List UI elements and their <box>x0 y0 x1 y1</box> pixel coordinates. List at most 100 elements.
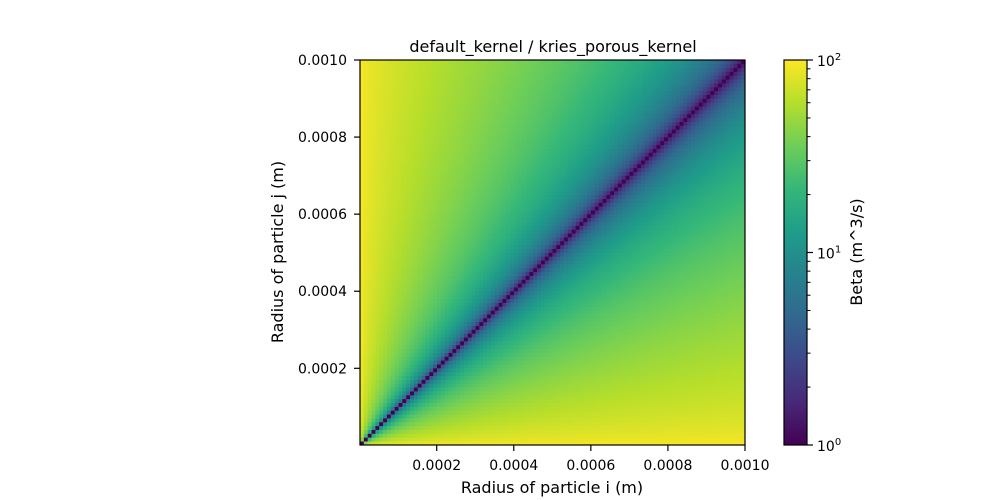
heatmap-cell <box>471 113 476 119</box>
heatmap-cell <box>402 375 407 380</box>
heatmap-cell <box>540 275 546 280</box>
heatmap-cell <box>433 391 438 396</box>
heatmap-cell <box>475 394 480 400</box>
heatmap-cell <box>444 187 449 192</box>
heatmap-cell <box>375 329 380 334</box>
heatmap-cell <box>463 240 469 246</box>
heatmap-cell <box>448 356 453 361</box>
heatmap-cell <box>417 237 422 242</box>
heatmap-cell <box>437 221 442 226</box>
heatmap-cell <box>548 83 553 88</box>
heatmap-cell <box>490 214 496 219</box>
heatmap-cell <box>490 167 496 172</box>
heatmap-cell <box>437 275 442 280</box>
heatmap-cell <box>367 317 372 323</box>
heatmap-cell <box>479 167 484 172</box>
heatmap-cell <box>514 160 519 165</box>
heatmap-cell <box>394 360 399 365</box>
heatmap-cell <box>360 67 365 72</box>
heatmap-cell <box>448 248 453 253</box>
heatmap-cell <box>529 190 534 196</box>
heatmap-cell <box>483 129 488 134</box>
heatmap-cell <box>479 98 484 103</box>
heatmap-cell <box>406 248 411 253</box>
heatmap-cell <box>413 402 419 407</box>
heatmap-cell <box>490 283 496 288</box>
heatmap-cell <box>440 98 446 103</box>
heatmap-cell <box>540 425 546 430</box>
heatmap-cell <box>360 233 365 238</box>
heatmap-cell <box>456 317 461 323</box>
heatmap-cell <box>360 314 365 319</box>
heatmap-cell <box>444 317 449 323</box>
heatmap-cell <box>471 329 476 334</box>
heatmap-cell <box>371 202 376 207</box>
heatmap-cell <box>394 171 399 176</box>
heatmap-cell <box>540 129 546 134</box>
heatmap-cell <box>367 260 372 265</box>
heatmap-cell <box>360 379 365 384</box>
heatmap-cell <box>417 225 422 230</box>
heatmap-cell <box>421 348 426 353</box>
heatmap-cell <box>413 375 419 380</box>
heatmap-cell <box>398 383 403 388</box>
heatmap-cell <box>525 291 530 296</box>
heatmap-cell <box>502 179 507 184</box>
heatmap-cell <box>363 156 369 161</box>
heatmap-cell <box>421 183 426 188</box>
heatmap-cell <box>379 90 384 95</box>
heatmap-cell <box>425 133 430 138</box>
heatmap-cell <box>440 333 446 338</box>
heatmap-cell <box>463 283 469 288</box>
heatmap-cell <box>417 171 422 176</box>
heatmap-cell <box>548 248 553 253</box>
heatmap-cell <box>433 337 438 342</box>
heatmap-cell <box>490 294 496 300</box>
heatmap-cell <box>433 325 438 330</box>
heatmap-cell <box>360 206 365 211</box>
heatmap-cell <box>540 264 546 269</box>
heatmap-cell <box>510 125 515 130</box>
heatmap-cell <box>367 110 372 115</box>
heatmap-cell <box>375 133 380 138</box>
heatmap-cell <box>525 237 530 242</box>
heatmap-cell <box>506 287 511 292</box>
heatmap-cell <box>533 291 538 296</box>
heatmap-cell <box>429 356 434 361</box>
heatmap-cell <box>490 217 496 223</box>
heatmap-cell <box>517 294 523 300</box>
heatmap-cell <box>521 414 526 419</box>
heatmap-cell <box>533 90 538 95</box>
heatmap-cell <box>444 60 449 65</box>
heatmap-cell <box>487 391 492 396</box>
heatmap-cell <box>487 294 492 300</box>
heatmap-cell <box>487 121 492 126</box>
heatmap-cell <box>463 344 469 350</box>
heatmap-cell <box>483 306 488 311</box>
heatmap-cell <box>460 329 465 334</box>
heatmap-cell <box>398 229 403 234</box>
heatmap-cell <box>490 190 496 196</box>
heatmap-cell <box>521 86 526 92</box>
heatmap-cell <box>402 106 407 111</box>
heatmap-cell <box>425 294 430 300</box>
heatmap-cell <box>498 314 503 319</box>
heatmap-cell <box>371 302 376 307</box>
heatmap-cell <box>360 441 365 446</box>
heatmap-cell <box>517 271 523 276</box>
heatmap-cell <box>514 167 519 172</box>
heatmap-cell <box>525 140 530 146</box>
heatmap-cell <box>479 252 484 257</box>
heatmap-cell <box>479 283 484 288</box>
heatmap-cell <box>417 267 422 273</box>
heatmap-cell <box>463 402 469 407</box>
heatmap-cell <box>379 71 384 76</box>
heatmap-cell <box>367 394 372 400</box>
heatmap-cell <box>456 387 461 392</box>
heatmap-cell <box>521 402 526 407</box>
heatmap-cell <box>483 60 488 65</box>
heatmap-cell <box>483 391 488 396</box>
heatmap-cell <box>413 398 419 403</box>
heatmap-cell <box>487 325 492 330</box>
heatmap-cell <box>421 387 426 392</box>
